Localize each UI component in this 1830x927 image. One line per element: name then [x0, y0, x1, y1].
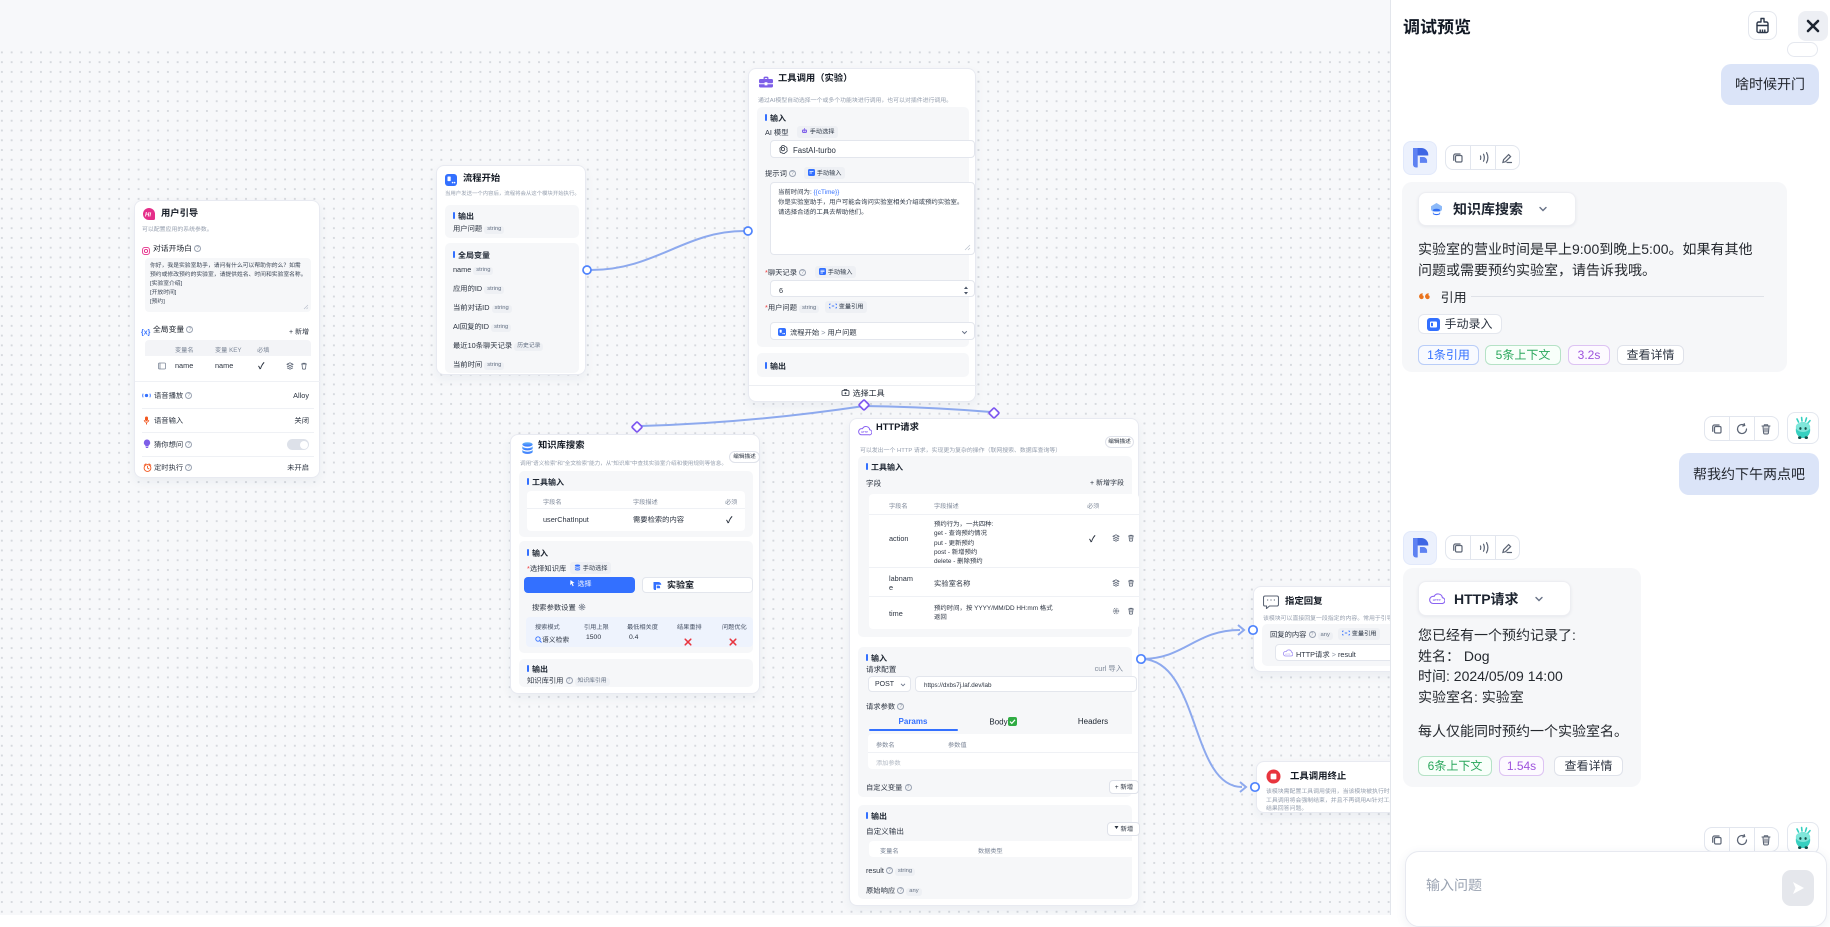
svg-text:Hi: Hi: [145, 213, 151, 219]
svg-text:HTTP: HTTP: [1285, 654, 1291, 656]
svg-text:HTTP: HTTP: [861, 430, 868, 434]
svg-text:HTTP: HTTP: [1433, 598, 1441, 602]
svg-text:{x}: {x}: [141, 330, 151, 337]
